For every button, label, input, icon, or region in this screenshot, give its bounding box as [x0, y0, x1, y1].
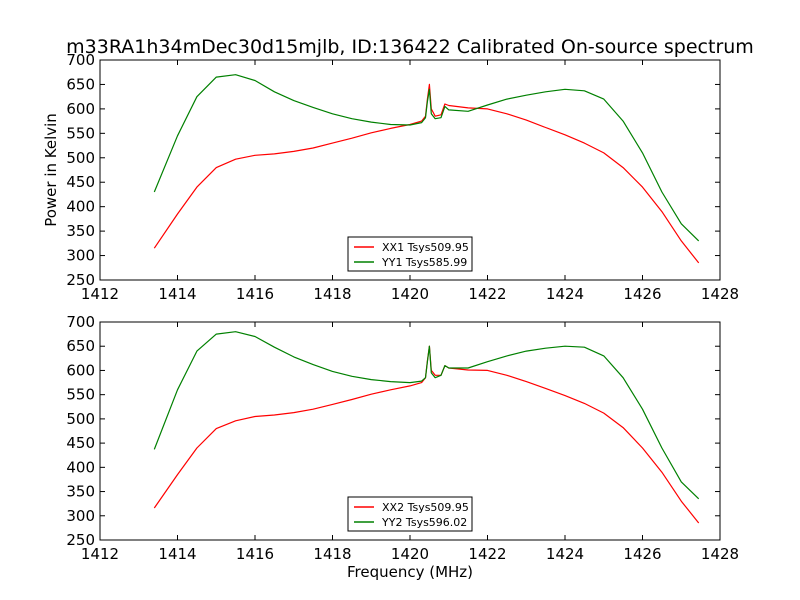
x-axis-label: Frequency (MHz) — [347, 563, 473, 581]
y-tick-label: 650 — [66, 75, 95, 93]
series-line-yy — [153, 331, 700, 500]
bottom-spectrum-panel: 1412 1414 1416 1418 1420 1422 1424 1426 1428 250 3… — [66, 313, 739, 581]
y-tick-label: 550 — [66, 124, 95, 142]
y-tick-label: 350 — [66, 222, 95, 240]
series-group — [153, 74, 700, 264]
series-line-yy — [153, 74, 700, 242]
x-tick-label: 1428 — [701, 285, 739, 303]
x-tick-label: 1420 — [391, 545, 429, 563]
x-tick-label: 1426 — [623, 285, 661, 303]
y-tick-label: 550 — [66, 386, 95, 404]
x-tick-label: 1412 — [81, 545, 119, 563]
x-tick-label: 1422 — [468, 285, 506, 303]
y-tick-label: 350 — [66, 483, 95, 501]
x-tick-label: 1428 — [701, 545, 739, 563]
legend-entry-label: XX2 Tsys509.95 — [382, 501, 469, 514]
x-tick-label: 1414 — [158, 545, 196, 563]
y-tick-label: 500 — [66, 149, 95, 167]
y-tick-label: 650 — [66, 337, 95, 355]
y-tick-label: 450 — [66, 434, 95, 452]
legend: XX1 Tsys509.95 YY1 Tsys585.99 — [347, 236, 473, 272]
x-tick-label: 1424 — [546, 285, 584, 303]
y-tick-label: 700 — [66, 313, 95, 331]
y-tick-label: 250 — [66, 271, 95, 289]
x-tick-label: 1414 — [158, 285, 196, 303]
y-tick-label: 400 — [66, 198, 95, 216]
legend-entry-label: YY2 Tsys596.02 — [381, 516, 467, 529]
legend-entry-label: XX1 Tsys509.95 — [382, 241, 469, 254]
y-tick-label: 500 — [66, 410, 95, 428]
legend-box — [347, 496, 473, 532]
y-tick-label: 400 — [66, 458, 95, 476]
top-spectrum-panel: 1412 1414 1416 1418 1420 1422 1424 1426 1428 250 3… — [42, 51, 739, 303]
series-group — [153, 331, 700, 524]
figure-title: m33RA1h34mDec30d15mjlb, ID:136422 Calibr… — [66, 36, 754, 58]
x-tick-label: 1422 — [468, 545, 506, 563]
y-tick-label: 300 — [66, 507, 95, 525]
x-tick-label: 1412 — [81, 285, 119, 303]
y-tick-label: 450 — [66, 173, 95, 191]
y-tick-label: 700 — [66, 51, 95, 69]
x-tick-label: 1418 — [313, 285, 351, 303]
y-tick-label: 600 — [66, 100, 95, 118]
x-tick-label: 1424 — [546, 545, 584, 563]
y-tick-label: 600 — [66, 361, 95, 379]
y-axis-label: Power in Kelvin — [42, 113, 60, 227]
legend: XX2 Tsys509.95 YY2 Tsys596.02 — [347, 496, 473, 532]
x-tick-label: 1420 — [391, 285, 429, 303]
x-tick-label: 1416 — [236, 545, 274, 563]
y-tick-label: 300 — [66, 247, 95, 265]
x-tick-label: 1418 — [313, 545, 351, 563]
x-tick-label: 1416 — [236, 285, 274, 303]
x-tick-label: 1426 — [623, 545, 661, 563]
legend-box — [347, 236, 473, 272]
legend-entry-label: YY1 Tsys585.99 — [381, 256, 467, 269]
y-tick-label: 250 — [66, 531, 95, 549]
